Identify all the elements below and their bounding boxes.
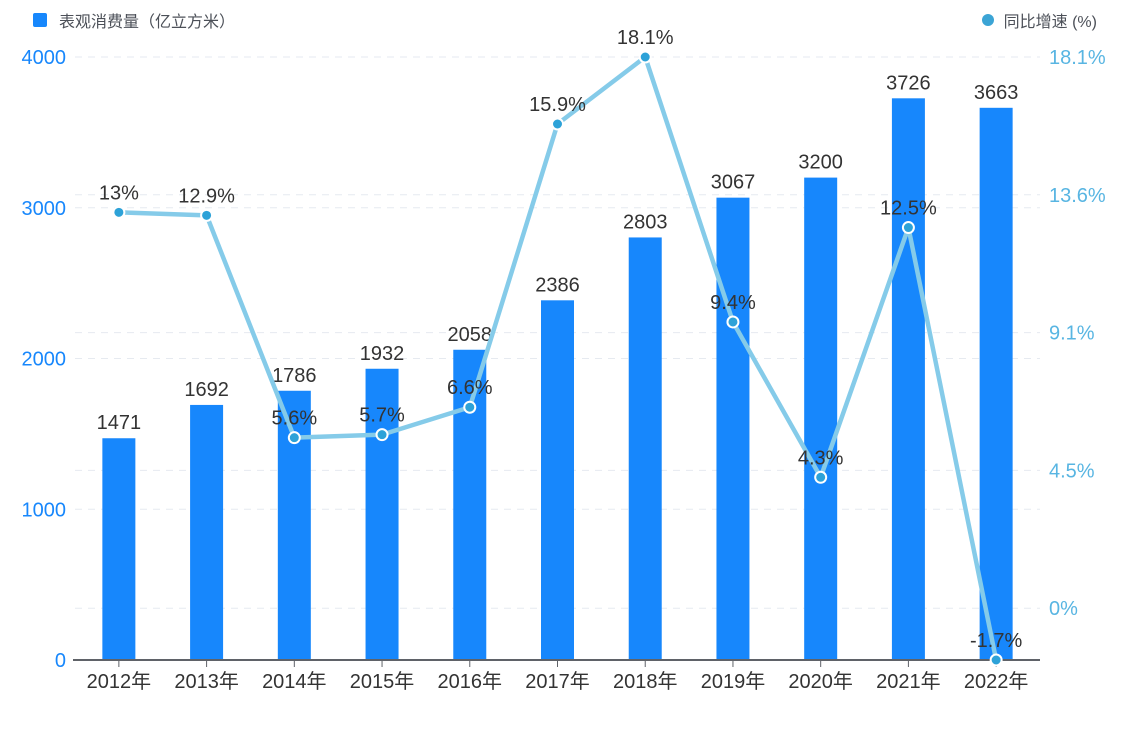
bar-value-label: 3067 [711,172,756,194]
bar-value-label: 2058 [448,324,493,346]
bar-value-label: 1932 [360,343,405,365]
bar-value-label: 3200 [798,152,843,174]
line-point-label: 6.6% [447,377,493,399]
line-point-label: -1.7% [970,630,1022,652]
line-point-2022年[interactable] [989,653,1003,667]
line-point-2018年[interactable] [638,50,652,64]
x-axis-label-2022年: 2022年 [964,670,1029,693]
line-point-2020年[interactable] [814,470,828,484]
line-point-2013年[interactable] [200,208,214,222]
right-axis-tick-label: 18.1% [1049,47,1106,69]
legend-item-growth[interactable]: 同比增速 (%) [981,8,1097,32]
line-point-2017年[interactable] [551,117,564,131]
left-axis-tick-label: 3000 [22,198,67,220]
line-point-label: 18.1% [617,27,674,49]
bar-value-label: 2386 [535,274,580,296]
bar-value-label: 1471 [97,412,142,434]
bar-value-label: 3663 [974,82,1019,104]
x-axis-label-2013年: 2013年 [174,670,239,693]
line-point-label: 5.7% [359,405,405,427]
bar-2018年[interactable] [628,237,662,660]
bar-value-label: 1786 [272,365,317,387]
left-axis-tick-label: 2000 [22,349,67,371]
line-point-label: 13% [99,182,139,204]
right-axis-tick-label: 9.1% [1049,323,1095,345]
line-point-label: 4.3% [798,447,844,469]
bar-2012年[interactable] [102,438,136,660]
line-point-2012年[interactable] [112,205,126,219]
line-point-2021年[interactable] [901,221,915,235]
line-point-label: 12.5% [880,198,937,220]
legend-item-consumption[interactable]: 表观消费量（亿立方米） [33,8,235,32]
left-axis-tick-label: 4000 [22,47,67,69]
x-axis-label-2015年: 2015年 [350,670,415,693]
x-axis-label-2014年: 2014年 [262,670,327,693]
x-axis-label-2016年: 2016年 [438,670,503,693]
x-axis-label-2021年: 2021年 [876,670,941,693]
line-series-swatch-icon [981,14,994,26]
bar-value-label: 1692 [184,379,229,401]
bar-value-label: 2803 [623,211,668,233]
right-axis-tick-label: 4.5% [1049,460,1095,482]
legend-line-label: 同比增速 (%) [1003,14,1097,31]
line-point-2014年[interactable] [287,431,301,445]
left-axis-tick-label: 0 [55,650,66,672]
left-axis-tick-label: 1000 [22,499,67,521]
x-axis-label-2017年: 2017年 [525,670,590,693]
x-axis-label-2019年: 2019年 [701,670,766,693]
bar-2013年[interactable] [190,404,224,660]
x-axis-label-2018年: 2018年 [613,670,678,693]
line-point-2015年[interactable] [375,428,389,442]
right-axis-tick-label: 13.6% [1049,185,1106,207]
line-point-2019年[interactable] [726,315,740,329]
x-axis-label-2012年: 2012年 [87,670,152,693]
x-axis-label-2020年: 2020年 [788,670,853,693]
bar-2021年[interactable] [891,98,925,661]
line-point-label: 9.4% [710,292,756,314]
right-axis-tick-label: 0% [1049,598,1078,620]
bar-2019年[interactable] [716,197,750,660]
line-point-label: 15.9% [529,94,586,116]
bar-2014年[interactable] [277,390,311,660]
line-point-label: 12.9% [178,185,235,207]
legend-bar-label: 表观消费量（亿立方米） [59,14,236,31]
line-point-2016年[interactable] [463,400,477,414]
bar-value-label: 3726 [886,72,931,94]
line-point-label: 5.6% [272,408,318,430]
bar-series-swatch-icon [33,13,47,27]
bar-2020年[interactable] [804,177,838,660]
bar-2022年[interactable] [979,107,1013,661]
bar-2015年[interactable] [365,368,399,660]
bar-2017年[interactable] [541,300,574,660]
